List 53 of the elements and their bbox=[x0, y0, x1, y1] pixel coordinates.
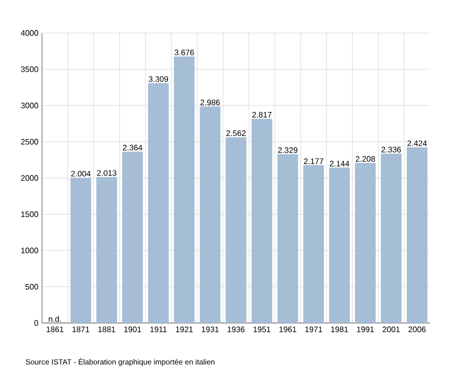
x-tick-label: 1871 bbox=[72, 326, 90, 332]
x-tick-label: 1936 bbox=[228, 326, 245, 332]
x-tick-label: 2006 bbox=[408, 326, 426, 332]
data-label: 2.817 bbox=[252, 112, 272, 118]
y-tick-label: 2500 bbox=[21, 138, 38, 145]
data-label: 2.144 bbox=[330, 160, 350, 166]
bar bbox=[148, 83, 169, 323]
data-label: 2.424 bbox=[407, 140, 427, 146]
bar bbox=[380, 154, 402, 323]
y-tick-label: 1500 bbox=[21, 211, 38, 218]
y-tick-label: 1000 bbox=[21, 248, 38, 254]
y-tick-label: 4000 bbox=[20, 30, 38, 36]
bar bbox=[226, 137, 246, 323]
data-label: 3.676 bbox=[174, 50, 194, 56]
data-label: 2.986 bbox=[200, 100, 220, 106]
data-label: 3.309 bbox=[148, 76, 168, 82]
bar bbox=[303, 165, 324, 323]
data-label: 2.004 bbox=[71, 170, 91, 177]
data-label: 2.364 bbox=[122, 144, 142, 150]
x-tick-label: 1881 bbox=[98, 326, 116, 332]
y-tick-label: 500 bbox=[25, 284, 38, 290]
x-tick-label: 1991 bbox=[357, 326, 374, 332]
bar bbox=[277, 154, 298, 323]
x-tick-label: 1961 bbox=[279, 326, 296, 332]
x-tick-label: 1911 bbox=[150, 326, 167, 332]
bar bbox=[252, 118, 272, 323]
data-label: 2.329 bbox=[278, 147, 298, 153]
x-tick-label: 1861 bbox=[46, 326, 64, 332]
data-label: 2.208 bbox=[356, 156, 375, 162]
y-tick-label: 3000 bbox=[20, 102, 38, 108]
y-tick-label: 0 bbox=[34, 320, 38, 326]
x-tick-label: 1971 bbox=[305, 326, 322, 332]
x-tick-label: 1921 bbox=[176, 326, 193, 332]
bar bbox=[329, 168, 350, 323]
data-label: 2.013 bbox=[97, 170, 116, 176]
x-tick-label: 2001 bbox=[382, 326, 400, 332]
x-tick-label: 1981 bbox=[331, 326, 348, 332]
bar bbox=[96, 177, 118, 323]
bar bbox=[122, 152, 143, 323]
y-tick-label: 3500 bbox=[20, 66, 38, 72]
x-tick-label: 1931 bbox=[202, 326, 219, 332]
bar bbox=[354, 162, 376, 323]
bar bbox=[70, 178, 92, 323]
x-tick-label: 1951 bbox=[254, 326, 270, 332]
bar bbox=[200, 106, 220, 323]
data-label: 2.177 bbox=[304, 158, 324, 164]
bar bbox=[174, 56, 195, 323]
bar bbox=[406, 147, 428, 323]
data-label: 2.562 bbox=[226, 130, 246, 136]
y-tick-label: 2000 bbox=[21, 175, 38, 181]
x-tick-label: 1901 bbox=[124, 326, 142, 332]
text: n.d. bbox=[48, 316, 61, 322]
data-label: 2.336 bbox=[382, 146, 401, 152]
